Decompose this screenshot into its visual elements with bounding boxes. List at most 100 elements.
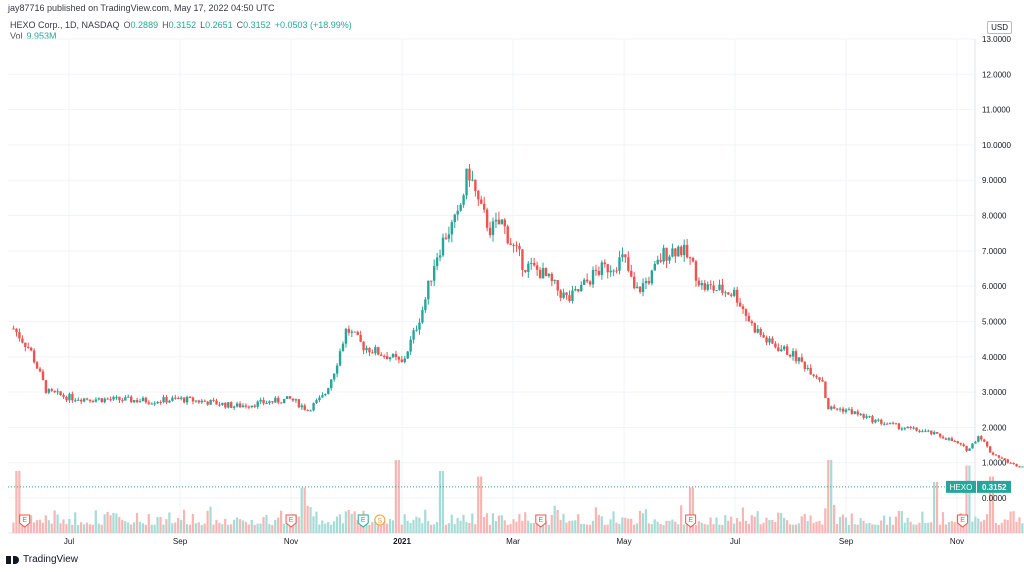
split-marker-letter: E: [361, 517, 366, 524]
volume-bar: [677, 524, 680, 533]
candle-body: [662, 247, 665, 262]
candle-body: [224, 402, 227, 408]
candle-body: [606, 264, 609, 273]
candle-body: [621, 254, 624, 258]
candle-body: [815, 375, 818, 378]
candle-body: [374, 347, 377, 354]
candle-body: [388, 357, 392, 360]
currency-button[interactable]: USD: [987, 21, 1012, 34]
candle-body: [330, 379, 333, 389]
volume-bar: [868, 522, 871, 533]
volume-bar: [903, 522, 906, 533]
volume-bar: [559, 519, 562, 533]
volume-bar: [780, 513, 783, 533]
volume-bar: [315, 511, 318, 533]
volume-bar: [200, 524, 203, 533]
candle-body: [627, 257, 630, 271]
volume-bar: [671, 519, 674, 533]
candle-body: [271, 401, 274, 403]
chart-legend: HEXO Corp., 1D, NASDAQ O0.2889 H0.3152 L…: [10, 20, 352, 42]
volume-bar: [450, 514, 453, 533]
split-marker[interactable]: E: [357, 514, 369, 528]
candle-body: [1018, 466, 1021, 468]
volume-bar: [1012, 511, 1015, 533]
earnings-marker[interactable]: E: [285, 514, 297, 528]
y-tick-label: 2.0000: [982, 423, 1007, 432]
volume-bar: [638, 510, 642, 533]
earnings-marker[interactable]: E: [685, 514, 697, 528]
earnings-marker[interactable]: E: [957, 514, 969, 528]
volume-bar: [527, 520, 530, 533]
candle-body: [762, 334, 765, 338]
candle-body: [44, 380, 48, 393]
candle-body: [968, 448, 971, 451]
candle-body: [532, 263, 536, 266]
volume-bar: [94, 510, 97, 533]
candle-body: [194, 400, 198, 402]
volume-bar: [883, 515, 886, 533]
volume-bar: [159, 517, 162, 533]
volume-bar: [727, 520, 730, 533]
volume-bar: [794, 524, 797, 533]
candle-body: [324, 393, 327, 396]
candle-body: [32, 350, 36, 363]
candle-body: [959, 443, 962, 445]
candle-body: [735, 289, 739, 303]
volume-bar: [147, 514, 150, 533]
candle-body: [403, 358, 406, 363]
candle-body: [856, 411, 859, 415]
volume-bar: [468, 522, 471, 533]
dividend-marker[interactable]: S: [374, 514, 386, 526]
candle-body: [480, 199, 483, 204]
volume-bar: [968, 465, 971, 533]
volume-bar: [218, 522, 221, 533]
y-tick-label: 13.0000: [982, 35, 1011, 44]
candle-body: [600, 262, 604, 275]
volume-bar: [518, 514, 521, 533]
candle-body: [171, 397, 174, 401]
volume-bar: [324, 523, 327, 533]
y-tick-label: 12.0000: [982, 70, 1011, 79]
volume-bar: [241, 520, 244, 533]
volume-bar: [800, 516, 803, 533]
volume-bar: [203, 523, 206, 533]
volume-bar: [574, 520, 577, 533]
candle-body: [983, 439, 986, 442]
brand-footer[interactable]: TradingView: [6, 554, 78, 565]
candle-body: [115, 396, 118, 398]
candle-body: [353, 331, 356, 333]
volume-bar: [785, 520, 789, 533]
candle-body: [721, 284, 724, 293]
close-label: C: [236, 20, 244, 30]
y-tick-label: 10.0000: [982, 141, 1011, 150]
candle-body: [65, 396, 68, 401]
candle-body: [141, 397, 145, 402]
candle-body: [259, 399, 262, 402]
volume-bar: [409, 522, 412, 533]
candle-body: [165, 397, 168, 403]
volume-bar: [621, 517, 624, 533]
volume-bar: [485, 513, 489, 533]
volume-bar: [441, 471, 445, 533]
candle-body: [988, 446, 992, 453]
volume-bar: [482, 517, 486, 533]
candle-body: [309, 410, 312, 412]
volume-bar: [971, 521, 974, 533]
candle-body: [59, 391, 62, 395]
volume-bar: [512, 519, 515, 533]
candle-body: [459, 204, 462, 211]
candle-body: [844, 409, 848, 412]
candle-body: [521, 249, 524, 270]
volume-bar: [253, 524, 256, 533]
earnings-marker[interactable]: E: [535, 514, 547, 528]
volume-bar: [588, 524, 592, 533]
volume-bar: [171, 523, 174, 533]
volume-bar: [444, 524, 447, 533]
earnings-marker[interactable]: E: [19, 514, 31, 528]
volume-bar: [415, 516, 418, 533]
volume-bar: [265, 514, 268, 533]
volume-bar: [859, 518, 862, 533]
volume-bar: [174, 522, 177, 533]
symbol-label[interactable]: HEXO Corp., 1D, NASDAQ: [10, 20, 120, 30]
